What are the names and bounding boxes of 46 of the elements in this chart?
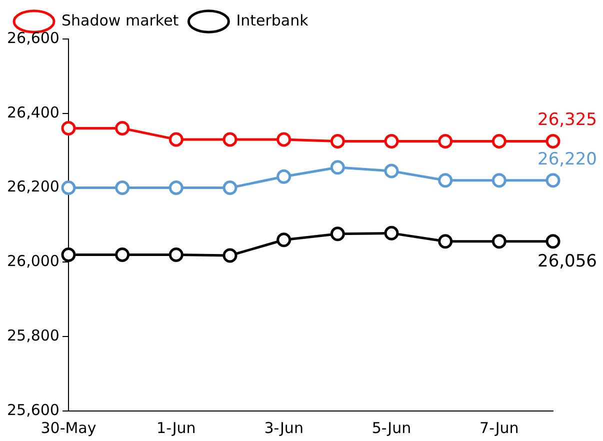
point [222, 248, 238, 263]
point [61, 121, 76, 136]
x-tick-label: 1-Jun [156, 418, 196, 437]
point [438, 173, 453, 188]
x-tick-label: 5-Jun [372, 418, 412, 437]
x-tick-label: 30-May [40, 418, 96, 437]
point [276, 232, 292, 248]
y-tick-label: 26,600 [6, 28, 60, 47]
point [168, 132, 184, 147]
point [276, 132, 292, 147]
point [546, 134, 560, 149]
point [438, 234, 453, 249]
point [222, 132, 238, 147]
point [330, 160, 345, 175]
point [492, 134, 506, 149]
point [115, 180, 130, 196]
point [222, 180, 238, 196]
point [330, 134, 345, 149]
x-tick-label: 3-Jun [264, 418, 304, 437]
data-label: 26,325 [538, 110, 597, 130]
point [330, 226, 345, 242]
point [61, 180, 76, 196]
legend-label: Shadow market [62, 11, 179, 30]
data-label: 26,220 [538, 149, 597, 170]
point [168, 248, 184, 262]
point [492, 173, 506, 188]
y-tick-label: 25,600 [6, 400, 60, 419]
point [115, 121, 130, 136]
point [61, 248, 76, 262]
point [546, 234, 560, 249]
y-tick-label: 25,800 [6, 326, 60, 344]
data-label: 26,056 [538, 251, 597, 272]
y-tick-label: 26,200 [6, 178, 60, 196]
point [384, 134, 399, 149]
legend-label: Interbank [236, 11, 309, 30]
point [276, 169, 292, 184]
point [438, 134, 453, 149]
point [384, 226, 399, 240]
point [492, 234, 506, 249]
point [115, 248, 130, 262]
point [168, 180, 184, 196]
x-tick-label: 7-Jun [480, 418, 519, 437]
y-tick-label: 26,400 [6, 103, 60, 122]
point [384, 164, 399, 178]
y-tick-label: 26,000 [6, 252, 60, 270]
point [546, 173, 560, 188]
